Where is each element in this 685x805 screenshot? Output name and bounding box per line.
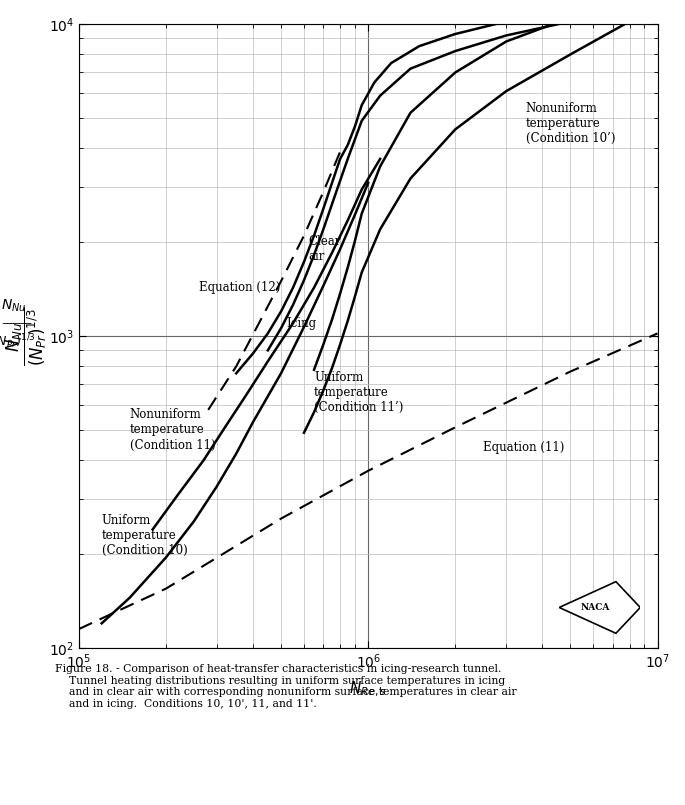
Text: $N_{Nu}$: $N_{Nu}$ xyxy=(1,298,27,314)
Text: Nonuniform
temperature
(Condition 11): Nonuniform temperature (Condition 11) xyxy=(129,408,215,452)
Text: $\dfrac{N_{Nu}}{(N_{Pr})^{1/3}}$: $\dfrac{N_{Nu}}{(N_{Pr})^{1/3}}$ xyxy=(5,307,49,365)
Text: Equation (11): Equation (11) xyxy=(484,441,564,454)
X-axis label: $N_{Re,s}$: $N_{Re,s}$ xyxy=(349,679,387,699)
Text: Uniform
temperature
(Condition 10): Uniform temperature (Condition 10) xyxy=(101,514,188,557)
Text: Equation (12): Equation (12) xyxy=(199,281,280,294)
Text: Icing: Icing xyxy=(286,316,316,330)
Text: Uniform
temperature
(Condition 11’): Uniform temperature (Condition 11’) xyxy=(314,371,403,414)
Text: $(N_{Pr})^{1/3}$: $(N_{Pr})^{1/3}$ xyxy=(0,332,36,352)
Text: ─────: ───── xyxy=(3,320,32,329)
Text: Clear
air: Clear air xyxy=(308,235,340,263)
Text: Figure 18. - Comparison of heat-transfer characteristics in icing-research tunne: Figure 18. - Comparison of heat-transfer… xyxy=(55,664,516,709)
Text: Nonuniform
temperature
(Condition 10’): Nonuniform temperature (Condition 10’) xyxy=(525,102,615,145)
